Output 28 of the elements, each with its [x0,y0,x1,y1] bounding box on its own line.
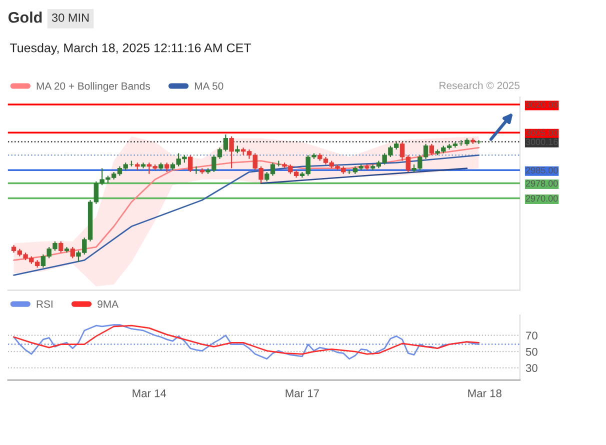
x-tick-label: Mar 18 [468,389,502,398]
legend-label: MA 20 + Bollinger Bands [36,82,150,92]
line-series [13,154,480,276]
legend-label: MA 50 [194,82,224,90]
y-tick-label: 70 [526,332,538,340]
y-tick-label: 50 [526,348,538,356]
candlestick [70,246,75,259]
chart-subtitle: 30 MIN [52,14,89,22]
candlestick [429,143,434,156]
candlestick [476,140,482,144]
text: Research © 2025 [440,82,520,90]
legend-label: 9MA [98,300,119,308]
y-tick-label: 2985.00 [526,167,558,174]
line-series [13,324,480,355]
text: Tuesday, March 18, 2025 12:11:16 AM CET [10,43,251,55]
y-tick-label: 30 [526,364,538,372]
y-tick-label: 3020.00 [526,101,558,108]
x-tick-label: Mar 17 [286,389,319,398]
candlestick [188,154,193,173]
candlestick [164,162,170,173]
y-tick-label: 3005.00 [526,130,558,136]
y-tick-label: 2970.00 [526,195,558,202]
x-tick-label: Mar 14 [132,389,166,398]
chart-title: Gold [8,12,42,23]
y-tick-label: 2978.00 [526,180,558,187]
legend-label: RSI [36,300,52,308]
candlestick [229,136,234,169]
candlestick [58,240,64,254]
